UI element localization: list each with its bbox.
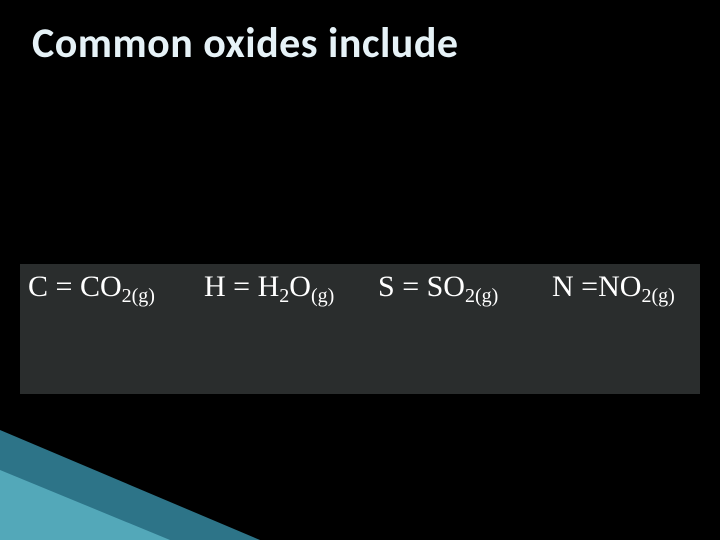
slide-title: Common oxides include bbox=[32, 18, 459, 69]
formula-cell-s: S = SO2(g) bbox=[378, 270, 552, 304]
formula-s-eq: = bbox=[395, 270, 427, 303]
formula-h-midsub: 2 bbox=[279, 285, 289, 307]
formula-c-eq: = bbox=[48, 270, 80, 303]
formula-s-el: S bbox=[378, 270, 395, 303]
formula-cell-n: N =NO2(g) bbox=[552, 270, 702, 304]
formula-c-sub: 2(g) bbox=[122, 285, 155, 307]
formula-h-main: H bbox=[258, 270, 280, 303]
accent-wedge-light bbox=[0, 470, 170, 540]
formula-row: C = CO2(g) H = H2O(g) S = SO2(g) N =NO2(… bbox=[20, 264, 700, 394]
formula-cell-c: C = CO2(g) bbox=[28, 270, 204, 304]
formula-n-sub: 2(g) bbox=[641, 285, 674, 307]
formula-n-eq: = bbox=[574, 270, 598, 303]
formula-n-el: N bbox=[552, 270, 574, 303]
formula-c-el: C bbox=[28, 270, 48, 303]
formula-s-sub: 2(g) bbox=[465, 285, 498, 307]
formula-n-main: NO bbox=[598, 270, 641, 303]
slide: Common oxides include C = CO2(g) H = H2O… bbox=[0, 0, 720, 540]
formula-h-tail: O bbox=[289, 270, 311, 303]
formula-c-main: CO bbox=[80, 270, 122, 303]
formula-cell-h: H = H2O(g) bbox=[204, 270, 378, 304]
formula-s-main: SO bbox=[427, 270, 465, 303]
formula-h-eq: = bbox=[226, 270, 258, 303]
formula-h-sub: (g) bbox=[311, 285, 334, 307]
formula-h-el: H bbox=[204, 270, 226, 303]
